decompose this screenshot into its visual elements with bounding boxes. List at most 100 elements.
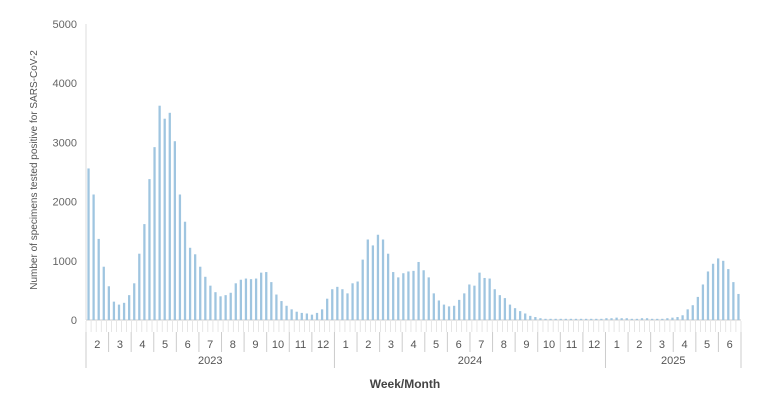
bar [595, 318, 598, 320]
bar [407, 271, 410, 320]
bar [122, 302, 126, 320]
y-tick-label: 0 [71, 315, 77, 327]
bar [584, 318, 588, 320]
year-label: 2024 [458, 355, 482, 367]
bar [508, 304, 512, 320]
bar [376, 234, 380, 320]
bar [138, 253, 141, 320]
bar [417, 261, 420, 320]
bar [366, 239, 369, 320]
bar [651, 318, 654, 320]
bar [204, 276, 207, 320]
bar [234, 283, 237, 320]
bar [244, 278, 248, 320]
bar [656, 318, 659, 320]
y-tick-label: 5000 [53, 19, 77, 31]
bar [554, 318, 557, 320]
month-label: 6 [727, 339, 733, 351]
bar [270, 282, 273, 320]
x-axis-title: Week/Month [370, 377, 440, 391]
bar [645, 318, 649, 320]
bar [199, 266, 202, 320]
month-label: 3 [659, 339, 665, 351]
bar [452, 305, 456, 320]
bar [315, 312, 319, 320]
month-label: 9 [523, 339, 529, 351]
bar [681, 315, 684, 320]
year-label: 2023 [198, 355, 222, 367]
bar [148, 179, 151, 320]
bar [260, 272, 263, 320]
bar [214, 292, 217, 320]
bar [173, 141, 176, 320]
month-label: 10 [543, 339, 555, 351]
bar [432, 293, 435, 320]
bar [254, 278, 258, 320]
bar [458, 299, 461, 320]
bar [285, 305, 288, 320]
month-label: 5 [433, 339, 439, 351]
bar [686, 309, 689, 320]
month-label: 2 [636, 339, 642, 351]
bar [153, 147, 156, 320]
month-label: 9 [252, 339, 258, 351]
bar [437, 300, 441, 320]
month-label: 4 [139, 339, 145, 351]
bar [447, 306, 451, 320]
bar [310, 314, 314, 320]
month-label: 1 [614, 339, 620, 351]
bar [331, 289, 334, 320]
bar [239, 279, 242, 320]
bar [275, 294, 278, 320]
bar [143, 224, 146, 320]
bar [427, 277, 430, 320]
bar [630, 318, 633, 320]
bar [701, 284, 705, 320]
bar [295, 311, 298, 320]
bar [524, 313, 527, 320]
bar [371, 245, 375, 320]
month-label: 3 [117, 339, 123, 351]
bar [188, 247, 192, 320]
bar [625, 318, 628, 320]
bar [539, 318, 542, 320]
bar [163, 118, 166, 320]
bar [569, 318, 573, 320]
bar [605, 318, 608, 320]
bar [574, 318, 578, 320]
bar [534, 317, 537, 320]
y-axis-ticks: 0 1000 2000 3000 4000 5000 [53, 19, 77, 327]
bar [392, 272, 395, 320]
year-labels: 2023 2024 2025 [85, 352, 742, 368]
bar [620, 318, 623, 320]
bar [326, 298, 329, 320]
bar [493, 289, 496, 320]
bar [483, 277, 486, 320]
y-axis-title-text: Number of specimens tested positive for … [29, 50, 40, 290]
bar [727, 269, 730, 320]
bar [92, 194, 95, 320]
bar [249, 279, 253, 320]
month-label: 5 [704, 339, 710, 351]
bar [732, 282, 735, 320]
bar [635, 318, 639, 320]
month-label: 12 [588, 339, 600, 351]
year-label: 2025 [661, 355, 685, 367]
bar [661, 318, 664, 320]
month-label: 8 [501, 339, 507, 351]
bar [488, 278, 491, 320]
bar [666, 318, 669, 320]
bar [336, 286, 339, 320]
bar [503, 298, 507, 320]
month-label: 6 [456, 339, 462, 351]
month-label: 2 [94, 339, 100, 351]
y-tick-label: 2000 [53, 197, 77, 209]
bar [194, 254, 197, 320]
bar [229, 292, 232, 320]
bar [102, 266, 105, 320]
bar [351, 283, 354, 320]
bar [265, 272, 268, 320]
month-label: 11 [295, 339, 306, 351]
bar [463, 293, 466, 320]
